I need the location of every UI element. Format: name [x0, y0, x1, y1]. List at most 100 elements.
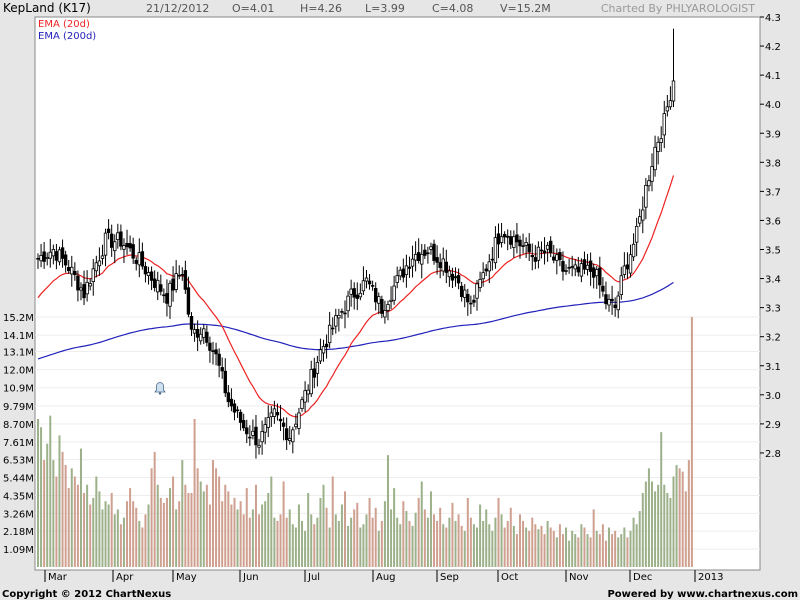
volume-bar — [307, 492, 310, 567]
candle-body — [564, 270, 568, 272]
volume-bar — [497, 497, 500, 567]
volume-bar — [248, 517, 251, 567]
candle-body — [395, 275, 399, 283]
quote-date: 21/12/2012 — [146, 2, 209, 15]
candle-body — [97, 260, 102, 267]
candle-body — [364, 277, 369, 282]
volume-bar — [479, 504, 482, 567]
candle-body — [232, 403, 237, 413]
candle-body — [515, 234, 519, 243]
candle-body — [165, 293, 169, 304]
volume-bar — [617, 537, 620, 567]
volume-bar — [534, 524, 537, 567]
candle-body — [88, 283, 92, 287]
candle-body — [318, 349, 323, 362]
volume-bar — [76, 484, 79, 567]
volume-bar — [386, 455, 389, 567]
alert-bell-icon[interactable] — [154, 382, 166, 395]
volume-bar — [362, 524, 365, 567]
volume-bar — [205, 484, 208, 567]
candle-body — [76, 275, 80, 291]
volume-bar — [129, 488, 132, 567]
volume-bar — [405, 511, 408, 567]
volume-tick-label: 5.44M — [3, 474, 34, 485]
candle-body — [512, 236, 516, 248]
volume-bar — [261, 504, 264, 567]
candle-body — [278, 418, 283, 422]
volume-bar — [687, 460, 690, 567]
volume-bar — [107, 504, 110, 567]
volume-tick-label: 2.18M — [3, 527, 34, 538]
candle-body — [665, 106, 670, 112]
volume-bar — [525, 527, 528, 567]
candle-body — [613, 304, 617, 308]
volume-bar — [494, 517, 497, 567]
candle-body — [272, 408, 277, 417]
volume-bar — [595, 530, 598, 567]
quote-close: C=4.08 — [432, 2, 473, 15]
candle-body — [662, 113, 666, 136]
time-tick-label: Dec — [633, 572, 652, 583]
volume-bar — [221, 501, 224, 567]
powered-by-link[interactable]: Powered by www.chartnexus.com — [607, 589, 798, 600]
volume-bar — [414, 512, 417, 567]
volume-bar — [503, 527, 506, 567]
candle-body — [324, 343, 329, 348]
volume-bar — [383, 501, 386, 567]
volume-bar — [52, 460, 55, 567]
volume-bar — [356, 502, 359, 567]
candle-body — [349, 288, 353, 295]
candle-body — [625, 264, 630, 270]
candle-body — [499, 236, 504, 243]
volume-bar — [156, 484, 159, 567]
candle-body — [67, 267, 71, 272]
volume-bar — [344, 491, 346, 567]
volume-bar — [463, 530, 466, 567]
price-tick-label: 4.2 — [765, 42, 781, 53]
candle-body — [226, 392, 231, 403]
volume-bar — [371, 517, 374, 567]
volume-bar — [95, 476, 98, 567]
time-tick-label: Apr — [116, 572, 134, 583]
candle-body — [644, 184, 648, 208]
candle-body — [208, 342, 212, 351]
volume-bar — [417, 497, 420, 567]
volume-bar — [365, 514, 368, 567]
volume-bar — [577, 537, 580, 567]
volume-bar — [549, 527, 552, 567]
candle-body — [297, 412, 301, 429]
candle-body — [539, 249, 544, 252]
candle-body — [195, 328, 200, 338]
volume-bar — [116, 509, 119, 567]
time-tick-label: Jul — [307, 572, 320, 583]
volume-bar — [89, 504, 92, 567]
volume-bar — [482, 520, 485, 567]
candle-body — [509, 236, 513, 245]
candle-body — [100, 255, 105, 259]
volume-bar — [37, 418, 39, 567]
volume-bar — [141, 527, 144, 567]
candle-body — [404, 265, 409, 276]
candle-body — [619, 275, 623, 296]
ema-200-line — [37, 281, 674, 360]
volume-bar — [254, 484, 257, 567]
candle-body — [573, 264, 577, 270]
candle-body — [229, 398, 234, 407]
candle-body — [140, 251, 145, 267]
candle-body — [616, 295, 620, 311]
candle-body — [63, 254, 68, 266]
volume-bar — [626, 537, 629, 567]
price-axis-ticks: 4.3 4.2 4.1 4.0 3.9 3.8 3.7 3.6 3.5 3.4 3.3 3.2 3.1 3… — [760, 13, 781, 460]
copyright-text: Copyright © 2012 ChartNexus — [2, 589, 171, 600]
volume-bar — [153, 451, 156, 567]
volume-bar — [245, 488, 248, 567]
volume-bar — [420, 481, 423, 567]
candle-body — [392, 285, 396, 301]
stock-title: KepLand (K17) — [3, 1, 91, 15]
candle-body — [407, 266, 412, 269]
volume-bar — [669, 497, 672, 567]
volume-bar — [423, 509, 426, 567]
candle-body — [582, 259, 587, 270]
candle-body — [291, 429, 295, 443]
